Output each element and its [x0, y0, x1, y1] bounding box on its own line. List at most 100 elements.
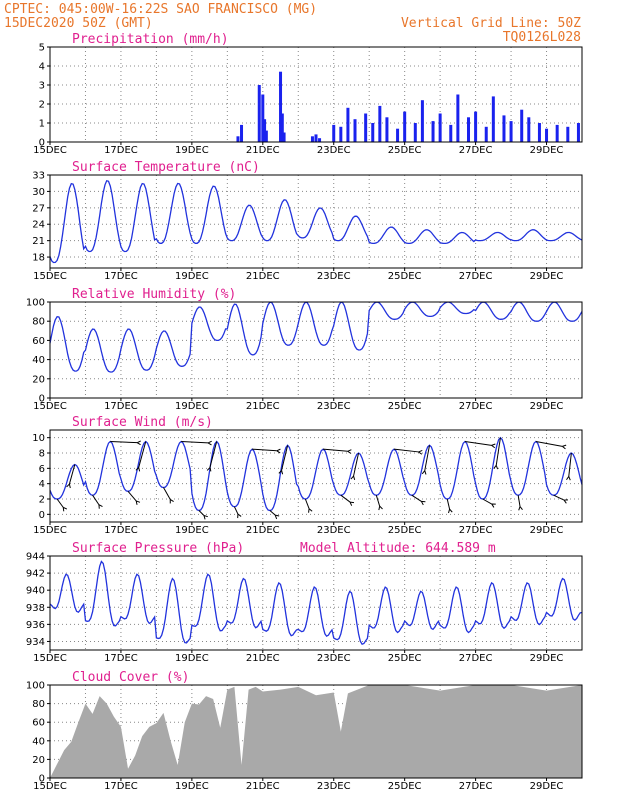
y-tick-label: 2	[39, 100, 45, 111]
x-tick-label: 17DEC	[104, 525, 138, 536]
wind-arrow-head	[308, 508, 313, 513]
wind-arrow-head	[135, 467, 141, 472]
precip-bar	[413, 123, 417, 142]
precip-bar	[310, 136, 314, 142]
precip-bar	[467, 117, 471, 142]
y-tick-label: 4	[39, 62, 45, 73]
precip-bar	[474, 111, 478, 142]
y-tick-label: 20	[32, 374, 45, 385]
x-tick-label: 29DEC	[530, 401, 564, 412]
precip-bar	[371, 123, 375, 142]
panel-title: Relative Humidity (%)	[72, 287, 236, 302]
panel-frame	[49, 555, 583, 651]
precip-bar	[236, 136, 240, 142]
x-tick-label: 25DEC	[388, 401, 422, 412]
wind-arrow-head	[278, 470, 284, 475]
wind-arrow-head	[566, 476, 571, 481]
panel-frame	[49, 174, 583, 269]
x-tick-label: 21DEC	[246, 525, 280, 536]
y-tick-label: 940	[26, 586, 45, 597]
panel-title: Cloud Cover (%)	[72, 670, 189, 685]
wind-arrow	[127, 491, 137, 502]
wind-arrow-head	[347, 449, 352, 454]
x-tick-label: 15DEC	[33, 271, 67, 282]
wind-arrow-head	[66, 483, 71, 489]
wind-arrow-head	[136, 440, 141, 446]
x-tick-label: 23DEC	[317, 525, 351, 536]
x-tick-label: 29DEC	[530, 525, 564, 536]
y-tick-label: 80	[32, 317, 45, 328]
x-tick-label: 15DEC	[33, 525, 67, 536]
wind-arrow	[163, 487, 171, 500]
y-tick-label: 100	[26, 298, 45, 309]
wind-arrow-head	[562, 444, 567, 450]
precip-bar	[537, 123, 541, 142]
x-tick-label: 27DEC	[459, 145, 493, 156]
panel-title: Surface Pressure (hPa)	[72, 541, 244, 556]
y-tick-label: 944	[26, 552, 45, 563]
wind-arrow	[353, 452, 360, 477]
x-tick-label: 15DEC	[33, 145, 67, 156]
x-tick-label: 21DEC	[246, 401, 280, 412]
precip-bar	[346, 107, 350, 142]
wind-arrow	[535, 441, 563, 447]
wind-arrow-head	[421, 470, 427, 475]
x-tick-label: 17DEC	[104, 271, 138, 282]
wind-arrow	[446, 498, 451, 510]
wind-arrow	[92, 494, 100, 506]
x-tick-label: 25DEC	[388, 271, 422, 282]
x-tick-label: 23DEC	[317, 271, 351, 282]
panel-4: 934 936 938 940 942 944 15DEC 17DEC 19DEC 21DEC 23…	[26, 541, 583, 664]
series-line	[49, 560, 583, 646]
y-tick-label: 27	[32, 203, 45, 214]
wind-arrow	[568, 452, 572, 477]
precip-bar	[378, 105, 382, 142]
panel-title: Surface Wind (m/s)	[72, 415, 213, 430]
precip-bar	[438, 113, 442, 142]
y-tick-label: 30	[32, 187, 45, 198]
y-tick-label: 60	[32, 336, 45, 347]
y-tick-label: 33	[32, 171, 45, 182]
wind-arrow	[393, 448, 419, 453]
precip-bar	[520, 109, 524, 142]
precip-bar	[279, 71, 283, 142]
x-tick-label: 29DEC	[530, 653, 564, 664]
x-tick-label: 15DEC	[33, 781, 67, 792]
x-tick-label: 27DEC	[459, 525, 493, 536]
wind-arrow	[281, 445, 289, 471]
wind-arrow	[340, 494, 351, 503]
y-tick-label: 24	[32, 220, 45, 231]
y-tick-label: 8	[39, 449, 45, 460]
wind-arrow-head	[349, 501, 355, 506]
wind-arrow	[553, 494, 565, 501]
wind-arrow	[110, 441, 138, 444]
x-tick-label: 23DEC	[317, 145, 351, 156]
series-line	[49, 301, 583, 373]
x-tick-label: 23DEC	[317, 401, 351, 412]
x-tick-label: 27DEC	[459, 271, 493, 282]
y-tick-label: 0	[39, 394, 45, 405]
x-tick-label: 19DEC	[175, 145, 209, 156]
x-tick-label: 21DEC	[246, 271, 280, 282]
precip-bar	[280, 113, 284, 142]
y-tick-label: 60	[32, 718, 45, 729]
y-tick-label: 934	[26, 637, 45, 648]
y-tick-label: 938	[26, 603, 45, 614]
series-line	[49, 180, 583, 264]
header-date: 15DEC2020 50Z (GMT)	[4, 16, 153, 31]
y-tick-label: 10	[32, 433, 45, 444]
precip-bar	[403, 111, 407, 142]
precip-bar	[240, 124, 244, 142]
wind-arrow	[181, 441, 209, 444]
x-tick-label: 19DEC	[175, 271, 209, 282]
y-tick-label: 0	[39, 510, 45, 521]
y-tick-label: 3	[39, 81, 45, 92]
x-tick-label: 21DEC	[246, 653, 280, 664]
wind-arrow	[304, 498, 310, 509]
precip-bar	[282, 132, 286, 142]
x-tick-label: 27DEC	[459, 401, 493, 412]
wind-arrow-head	[378, 505, 383, 511]
precip-bar	[420, 100, 424, 142]
y-tick-label: 0	[39, 138, 45, 149]
wind-arrow-head	[420, 500, 426, 506]
